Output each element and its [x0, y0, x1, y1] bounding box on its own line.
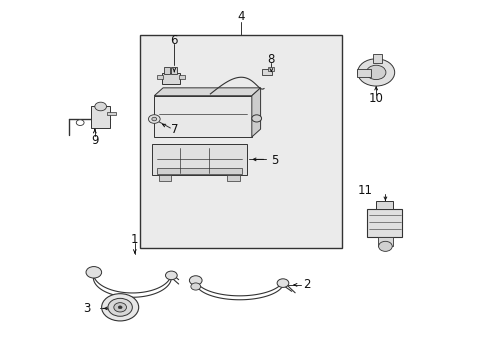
Circle shape: [277, 279, 288, 287]
Bar: [375, 201, 392, 210]
Bar: [261, 69, 272, 75]
Circle shape: [86, 266, 102, 278]
Circle shape: [190, 283, 200, 290]
Text: 5: 5: [271, 154, 278, 167]
Text: 3: 3: [83, 302, 91, 315]
Text: 1: 1: [131, 233, 138, 246]
FancyArrowPatch shape: [253, 158, 263, 161]
Polygon shape: [251, 88, 260, 137]
Circle shape: [108, 298, 132, 316]
Bar: [154, 96, 251, 137]
Text: 10: 10: [368, 92, 383, 105]
Bar: [140, 35, 341, 248]
Circle shape: [378, 241, 391, 251]
Text: 4: 4: [237, 10, 244, 23]
Text: 6: 6: [170, 33, 178, 47]
Circle shape: [95, 102, 106, 111]
FancyArrowPatch shape: [383, 197, 386, 200]
Circle shape: [102, 294, 139, 321]
Bar: [91, 107, 110, 128]
FancyArrowPatch shape: [163, 124, 165, 127]
Circle shape: [366, 65, 385, 80]
Circle shape: [251, 115, 261, 122]
Circle shape: [152, 117, 157, 121]
Bar: [161, 73, 180, 84]
Circle shape: [357, 59, 394, 86]
Bar: [157, 168, 242, 174]
Text: 8: 8: [267, 53, 274, 66]
Bar: [227, 175, 239, 181]
FancyArrowPatch shape: [103, 307, 107, 310]
Circle shape: [189, 276, 202, 285]
Bar: [179, 75, 184, 79]
Circle shape: [76, 120, 84, 126]
Circle shape: [118, 306, 122, 309]
FancyArrowPatch shape: [173, 68, 175, 72]
Bar: [163, 67, 169, 74]
Circle shape: [165, 271, 177, 280]
Bar: [152, 144, 246, 175]
Text: 9: 9: [91, 134, 99, 147]
Circle shape: [114, 303, 126, 312]
Bar: [171, 67, 177, 74]
FancyArrowPatch shape: [293, 284, 296, 286]
Bar: [356, 69, 370, 77]
Bar: [267, 67, 273, 71]
Bar: [366, 209, 402, 237]
Circle shape: [148, 115, 160, 123]
Bar: [377, 237, 392, 246]
Text: 11: 11: [357, 184, 372, 197]
Polygon shape: [154, 88, 260, 96]
Bar: [157, 75, 162, 79]
Text: 2: 2: [303, 278, 310, 291]
FancyArrowPatch shape: [374, 87, 377, 90]
Text: 7: 7: [170, 123, 178, 136]
Bar: [107, 112, 116, 116]
Bar: [372, 54, 381, 63]
Bar: [159, 175, 171, 181]
FancyArrowPatch shape: [133, 249, 136, 253]
FancyArrowPatch shape: [269, 68, 272, 71]
FancyArrowPatch shape: [93, 129, 96, 133]
